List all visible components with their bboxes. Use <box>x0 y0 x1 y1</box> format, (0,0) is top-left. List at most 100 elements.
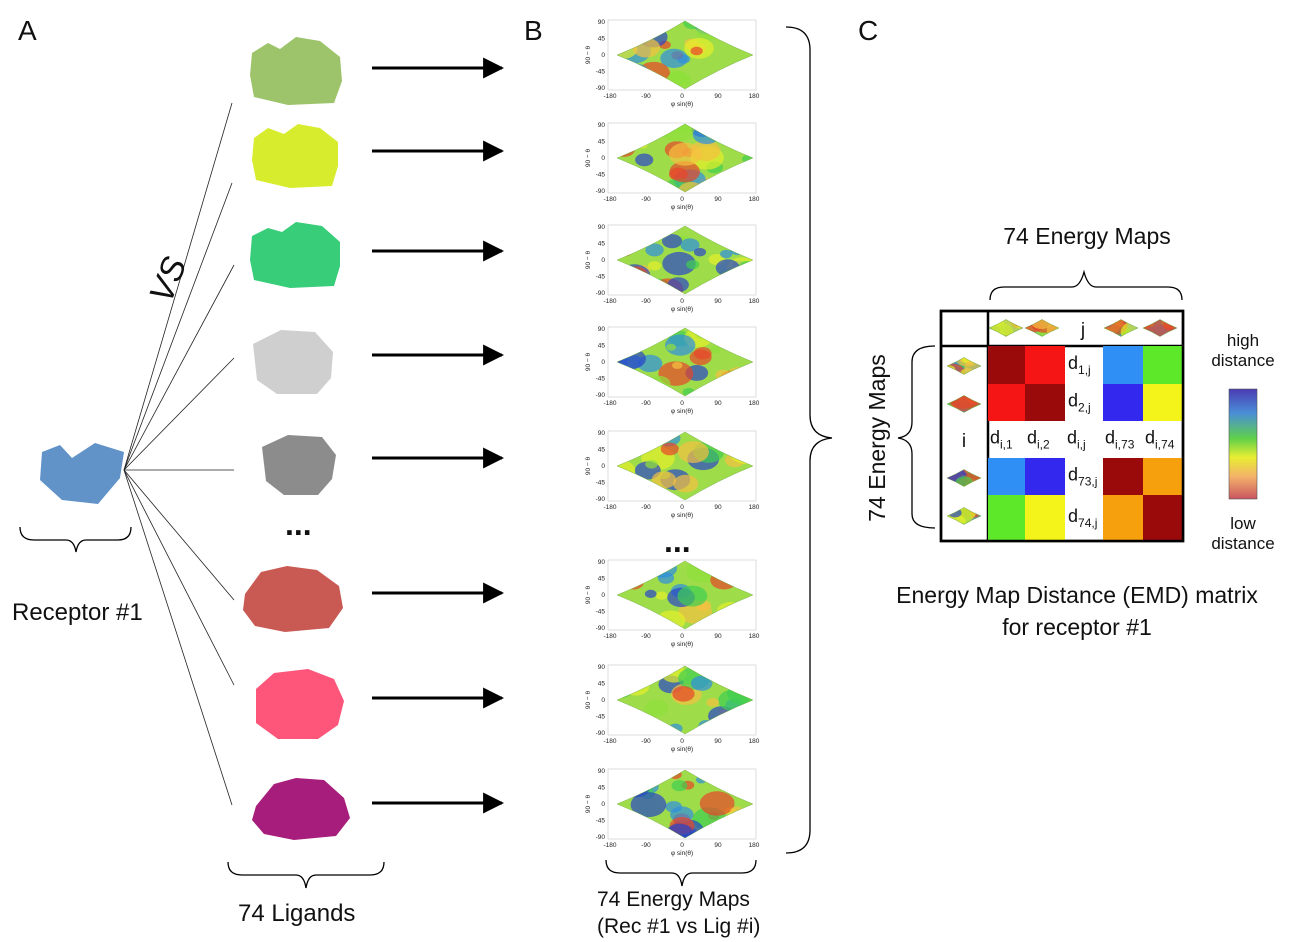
emd-caption-line2: for receptor #1 <box>1002 614 1152 640</box>
y-tick-label: -45 <box>596 714 606 721</box>
panel-label-b: B <box>524 15 543 46</box>
y-tick-label: -90 <box>596 625 606 632</box>
energy-maps-bottom-brace <box>605 859 757 887</box>
y-tick-label: 45 <box>598 785 606 792</box>
y-tick-label: 45 <box>598 139 606 146</box>
fan-line <box>123 469 233 806</box>
y-tick-label: -45 <box>596 172 606 179</box>
ligand-shape <box>243 566 343 632</box>
matrix-cell-label: d2,j <box>1068 391 1091 415</box>
receptor-shape <box>40 443 124 504</box>
x-axis-label: φ sin(θ) <box>671 204 693 211</box>
ligand-shape <box>253 330 333 394</box>
y-axis-label: 90 − θ <box>585 352 592 371</box>
matrix-cell <box>1103 346 1143 384</box>
y-tick-label: -90 <box>596 496 606 503</box>
y-tick-label: 45 <box>598 241 606 248</box>
matrix-cell <box>1143 495 1183 541</box>
matrix-cell-label: di,74 <box>1145 428 1175 452</box>
x-tick-label: 180 <box>749 738 760 745</box>
energy-map-ellipsis: ... <box>664 523 691 559</box>
matrix-cell-label: di,j <box>1067 428 1086 452</box>
x-tick-label: 0 <box>680 196 684 203</box>
ligand-shape <box>256 669 344 739</box>
fan-line <box>123 469 235 601</box>
matrix-cell-label: d73,j <box>1068 465 1097 489</box>
matrix-cell <box>1025 458 1065 495</box>
y-tick-label: 90 <box>598 224 606 231</box>
x-tick-label: -180 <box>603 298 616 305</box>
x-tick-label: 90 <box>714 842 722 849</box>
x-tick-label: -180 <box>603 842 616 849</box>
x-tick-label: 90 <box>714 633 722 640</box>
emd-matrix: j i d1,j d2,j di,1 di,2 di,j di,73 di,74 d73,j d74… <box>939 309 1185 543</box>
panel-label-a: A <box>18 15 37 46</box>
matrix-row-i: i <box>962 431 966 452</box>
matrix-cell-label: di,1 <box>990 428 1013 452</box>
y-tick-label: 45 <box>598 447 606 454</box>
matrix-cell <box>988 458 1025 495</box>
y-tick-label: -90 <box>596 290 606 297</box>
emd-top-label: 74 Energy Maps <box>1003 223 1170 249</box>
y-tick-label: 45 <box>598 681 606 688</box>
x-tick-label: 180 <box>749 196 760 203</box>
fan-line <box>123 102 233 471</box>
x-tick-label: -180 <box>603 93 616 100</box>
y-axis-label: 90 − θ <box>585 456 592 475</box>
x-axis-label: φ sin(θ) <box>671 746 693 753</box>
fan-line <box>123 357 235 471</box>
emd-left-label: 74 Energy Maps <box>864 354 890 521</box>
x-tick-label: 0 <box>680 842 684 849</box>
x-tick-label: -180 <box>603 400 616 407</box>
y-tick-label: -90 <box>596 834 606 841</box>
x-tick-label: -90 <box>641 842 651 849</box>
y-tick-label: -45 <box>596 609 606 616</box>
y-tick-label: 90 <box>598 430 606 437</box>
screening-fan-lines <box>123 102 235 806</box>
ligand-shape <box>252 778 350 840</box>
x-tick-label: -90 <box>641 93 651 100</box>
y-tick-label: -45 <box>596 480 606 487</box>
ligands-label: 74 Ligands <box>238 900 355 927</box>
fan-line <box>123 182 233 471</box>
x-tick-label: 180 <box>749 633 760 640</box>
vs-label: VS <box>142 251 194 308</box>
x-tick-label: 90 <box>714 298 722 305</box>
y-tick-label: 90 <box>598 326 606 333</box>
x-tick-label: -180 <box>603 504 616 511</box>
y-tick-label: 90 <box>598 768 606 775</box>
x-tick-label: -90 <box>641 633 651 640</box>
emd-caption-line1: Energy Map Distance (EMD) matrix <box>896 582 1258 608</box>
y-tick-label: 0 <box>601 155 605 162</box>
x-tick-label: -180 <box>603 196 616 203</box>
x-tick-label: -90 <box>641 504 651 511</box>
y-tick-label: 0 <box>601 359 605 366</box>
fan-line <box>123 264 235 471</box>
x-tick-label: 90 <box>714 504 722 511</box>
energy-maps-caption-line2: (Rec #1 vs Lig #i) <box>597 915 760 938</box>
x-tick-label: 0 <box>680 298 684 305</box>
matrix-cell <box>1103 495 1143 541</box>
x-tick-label: 0 <box>680 504 684 511</box>
x-axis-label: φ sin(θ) <box>671 850 693 857</box>
y-tick-label: 45 <box>598 343 606 350</box>
y-tick-label: -45 <box>596 69 606 76</box>
y-tick-label: 0 <box>601 463 605 470</box>
ligand-shapes <box>243 37 350 840</box>
x-tick-label: 180 <box>749 842 760 849</box>
panel-label-c: C <box>858 15 878 46</box>
ligand-to-map-arrows <box>372 57 505 814</box>
x-tick-label: 90 <box>714 93 722 100</box>
y-tick-label: -45 <box>596 376 606 383</box>
x-tick-label: -180 <box>603 633 616 640</box>
x-axis-label: φ sin(θ) <box>671 101 693 108</box>
matrix-cell <box>1103 384 1143 421</box>
matrix-cell <box>988 384 1025 421</box>
x-axis-label: φ sin(θ) <box>671 512 693 519</box>
y-axis-label: 90 − θ <box>585 585 592 604</box>
